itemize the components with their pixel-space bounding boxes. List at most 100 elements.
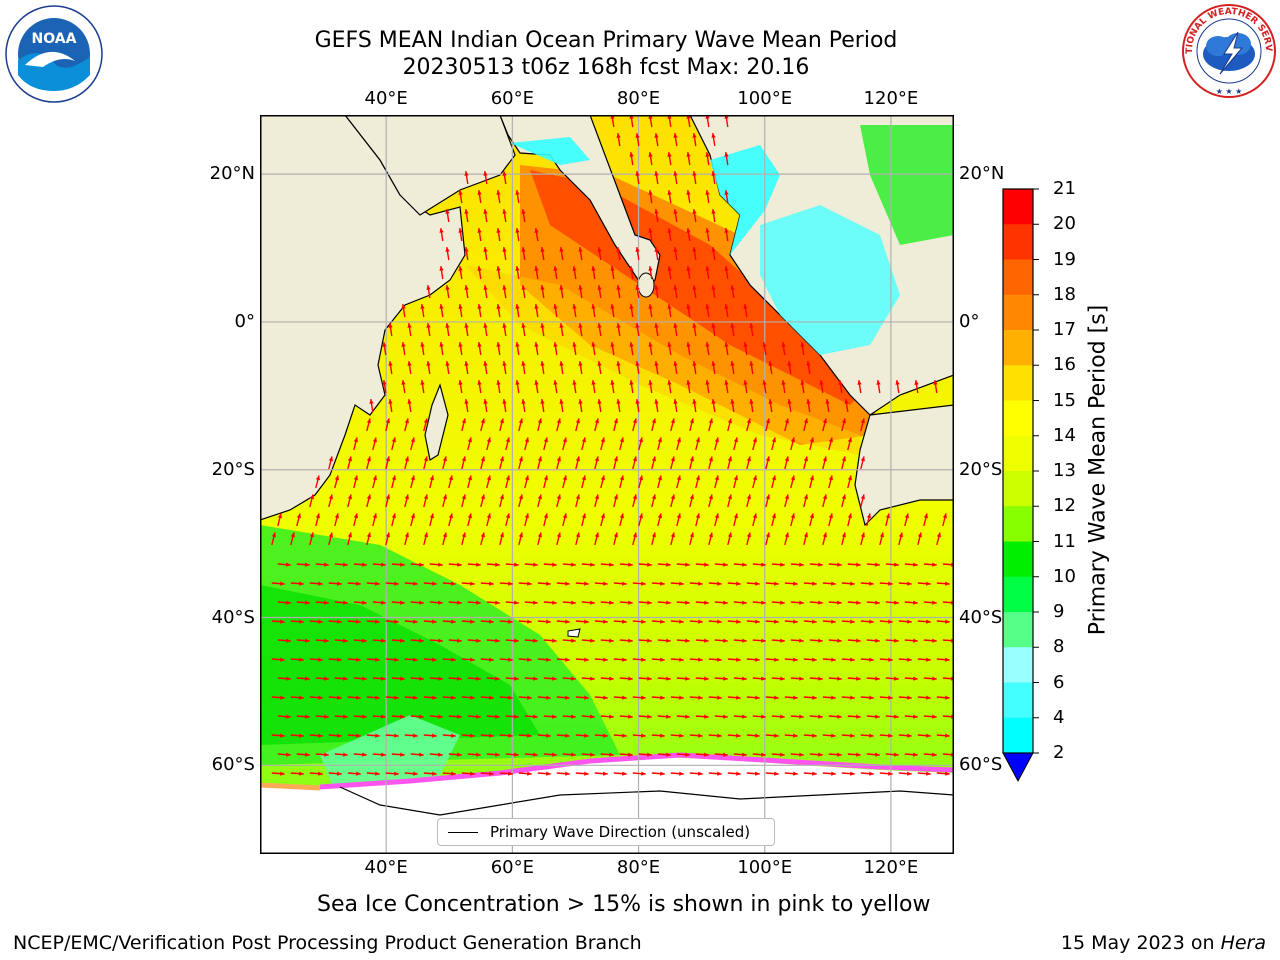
wave-arrow-head bbox=[793, 619, 798, 624]
wave-arrow-head bbox=[581, 437, 586, 443]
wave-arrow-head bbox=[470, 771, 475, 776]
antarctic-coast bbox=[339, 786, 954, 816]
wave-arrow-head bbox=[771, 475, 776, 481]
wave-arrow-head bbox=[524, 513, 529, 519]
wave-arrow-head bbox=[496, 228, 501, 233]
wave-arrow-head bbox=[505, 513, 510, 519]
wave-arrow-head bbox=[724, 342, 729, 347]
colorbar-segment bbox=[1003, 717, 1033, 754]
lon-label-top: 40°E bbox=[364, 88, 408, 109]
wave-arrow-head bbox=[799, 752, 804, 757]
wave-arrow-head bbox=[714, 475, 719, 481]
wave-arrow-head bbox=[328, 494, 333, 500]
wave-arrow-head bbox=[603, 619, 608, 624]
wave-arrow-head bbox=[445, 323, 450, 328]
wave-arrow-head bbox=[337, 657, 342, 662]
wave-arrow-head bbox=[381, 600, 386, 605]
wave-arrow-head bbox=[410, 475, 415, 481]
wave-arrow-head bbox=[679, 771, 684, 776]
wave-arrow-head bbox=[366, 494, 371, 500]
wave-arrow-head bbox=[784, 456, 789, 462]
wave-arrow-head bbox=[742, 638, 747, 643]
sea-ice-edge bbox=[319, 752, 954, 790]
wave-arrow-head bbox=[382, 380, 387, 385]
wave-arrow-head bbox=[654, 133, 659, 138]
colorbar-segment bbox=[1003, 435, 1033, 472]
wave-arrow-head bbox=[518, 532, 523, 538]
wave-arrow-head bbox=[616, 399, 621, 404]
wave-arrow-head bbox=[670, 532, 675, 538]
wave-arrow-head bbox=[736, 695, 741, 700]
southern-green-dark bbox=[260, 585, 540, 745]
wave-arrow-head bbox=[809, 475, 814, 481]
wave-arrow-head bbox=[534, 304, 539, 309]
wave-arrow-head bbox=[483, 171, 488, 176]
wave-arrow-head bbox=[812, 695, 817, 700]
lat-label-left: 0° bbox=[234, 310, 255, 332]
wave-arrow-head bbox=[730, 399, 735, 404]
wave-arrow-head bbox=[647, 752, 652, 757]
wave-arrow-head bbox=[470, 695, 475, 700]
wave-arrow-head bbox=[489, 581, 494, 586]
wave-arrow-head bbox=[803, 418, 808, 424]
wave-arrow-head bbox=[907, 619, 912, 624]
wave-arrow-head bbox=[581, 475, 586, 481]
wave-arrow-head bbox=[635, 133, 640, 138]
wave-arrow-head bbox=[271, 532, 276, 538]
wave-arrow-head bbox=[799, 638, 804, 643]
wave-arrow-head bbox=[381, 676, 386, 681]
wave-arrow-head bbox=[803, 456, 808, 462]
wave-arrow-head bbox=[413, 581, 418, 586]
wave-arrow-head bbox=[875, 638, 880, 643]
wave-arrow-head bbox=[603, 733, 608, 738]
wave-arrow-head bbox=[711, 133, 716, 138]
wave-arrow-head bbox=[571, 638, 576, 643]
wave-arrow-head bbox=[369, 399, 374, 404]
wave-arrow-head bbox=[280, 733, 285, 738]
wave-arrow-head bbox=[945, 733, 950, 738]
wave-arrow-head bbox=[724, 380, 729, 385]
wave-arrow-head bbox=[366, 456, 371, 462]
wave-arrow-head bbox=[689, 418, 694, 424]
wave-arrow-head bbox=[476, 752, 481, 757]
wave-arrow-head bbox=[442, 494, 447, 500]
wave-arrow-head bbox=[423, 494, 428, 500]
wave-arrow-head bbox=[610, 380, 615, 385]
wave-arrow-head bbox=[337, 581, 342, 586]
wave-arrow-head bbox=[803, 494, 808, 500]
wave-arrow-head bbox=[667, 228, 672, 233]
wave-arrow-head bbox=[401, 380, 406, 385]
wave-arrow-head bbox=[860, 494, 865, 500]
wave-arrow-head bbox=[362, 676, 367, 681]
wave-arrow-head bbox=[613, 418, 618, 424]
wave-arrow-head bbox=[353, 513, 358, 519]
wave-arrow-head bbox=[616, 323, 621, 328]
colorbar-segment bbox=[1003, 541, 1033, 578]
wave-arrow-head bbox=[749, 323, 754, 328]
wave-arrow-head bbox=[400, 752, 405, 757]
wave-arrow-head bbox=[556, 532, 561, 538]
wave-arrow-head bbox=[723, 714, 728, 719]
wave-arrow-head bbox=[286, 714, 291, 719]
wave-arrow-head bbox=[439, 304, 444, 309]
wave-arrow-head bbox=[286, 676, 291, 681]
wave-arrow-head bbox=[841, 494, 846, 500]
wave-arrow-head bbox=[888, 619, 893, 624]
wave-arrow-head bbox=[457, 676, 462, 681]
wave-arrow-head bbox=[426, 323, 431, 328]
wave-arrow-head bbox=[280, 657, 285, 662]
wave-arrow-head bbox=[780, 752, 785, 757]
wave-arrow-head bbox=[603, 657, 608, 662]
lon-label-top: 100°E bbox=[737, 88, 793, 109]
wave-arrow-head bbox=[774, 733, 779, 738]
wave-arrow-head bbox=[552, 600, 557, 605]
wave-arrow-head bbox=[382, 342, 387, 347]
wave-arrow-head bbox=[299, 733, 304, 738]
nws-logo: NATIONAL WEATHER SERVICE ★ ★ ★ bbox=[1180, 2, 1276, 98]
wave-arrow-head bbox=[932, 752, 937, 757]
wave-arrow-head bbox=[343, 600, 348, 605]
colorbar-extend-arrow bbox=[1002, 752, 1034, 783]
wave-arrow-head bbox=[432, 657, 437, 662]
wave-arrow-head bbox=[489, 771, 494, 776]
wave-arrow-head bbox=[628, 638, 633, 643]
